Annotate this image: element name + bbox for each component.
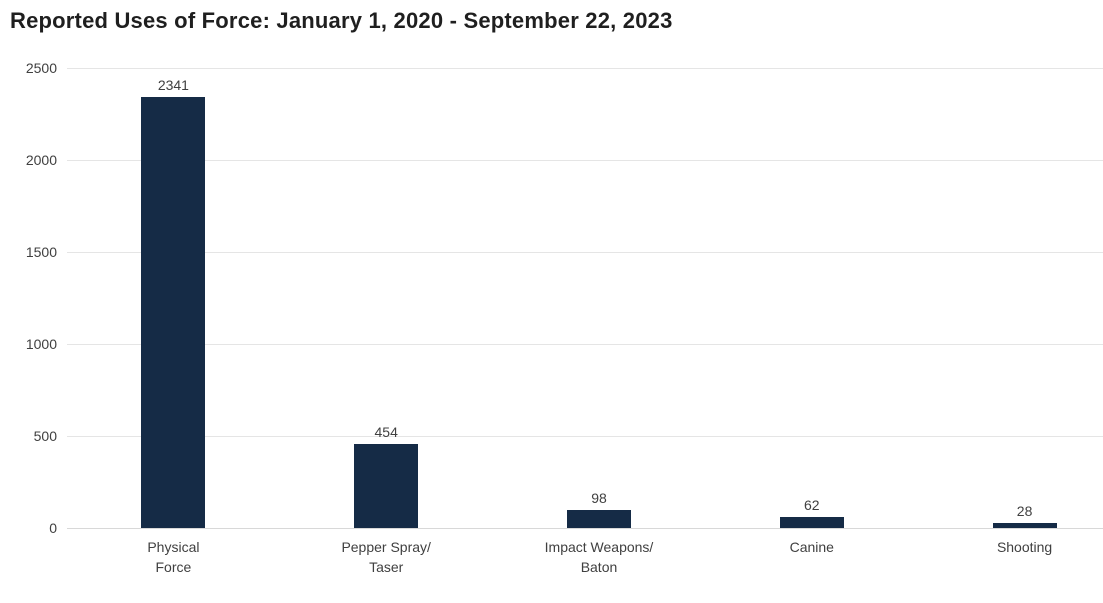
x-axis-labels: Physical Force Pepper Spray/ Taser Impact … [67,537,1103,577]
bar-slot: 98 [493,68,706,528]
bar-slot: 28 [918,68,1103,528]
bar [354,444,419,528]
y-tick-label-0: 0 [49,520,57,536]
y-tick-label-2000: 2000 [25,152,57,168]
gridline-500 [67,436,1103,437]
bar-value-label: 98 [591,489,607,506]
bar [992,522,1057,528]
gridline-1000 [67,344,1103,345]
gridline-1500 [67,252,1103,253]
bar-slot: 454 [280,68,493,528]
y-tick-label-500: 500 [33,428,57,444]
bar [566,509,631,528]
bar-slot: 62 [705,68,918,528]
bar-value-label: 28 [1016,502,1033,519]
x-category-label: Impact Weapons/ Baton [544,539,654,575]
bar-slot: 2341 [67,68,280,528]
x-category-label: Physical Force [147,539,200,575]
gridline-2000 [67,160,1103,161]
chart-title: Reported Uses of Force: January 1, 2020 … [10,8,673,33]
y-tick-label-2500: 2500 [25,60,57,76]
y-tick-label-1500: 1500 [25,244,57,260]
bar-value-label: 62 [804,496,820,513]
x-axis-line [67,528,1103,529]
x-category-label: Shooting [996,539,1053,555]
bar-value-label: 2341 [157,77,189,94]
y-axis: 0 500 1000 1500 2000 2500 [0,60,57,536]
x-category-label: Pepper Spray/ Taser [341,539,431,575]
x-category-label: Canine [789,539,834,555]
bar [779,516,844,528]
plot-area [67,68,1103,529]
y-tick-label-1000: 1000 [25,336,57,352]
gridline-2500 [67,68,1103,69]
bars-layer: 2341 454 98 62 28 [67,68,1103,528]
bar-value-label: 454 [374,424,398,441]
bar [141,97,206,528]
